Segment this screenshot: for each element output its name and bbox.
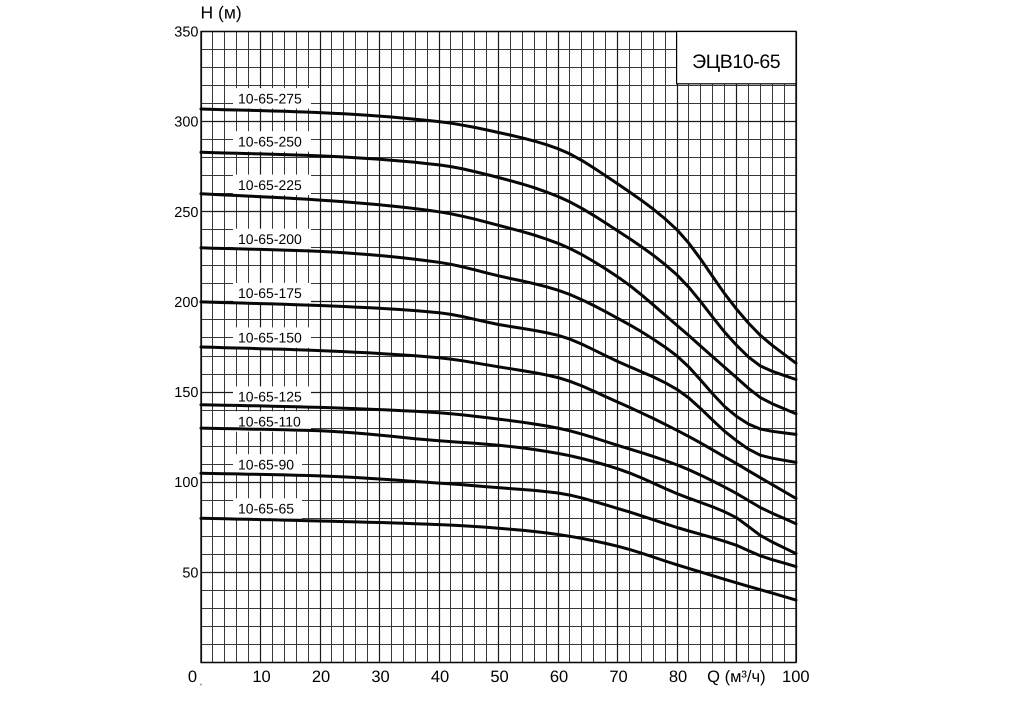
svg-text:10-65-65: 10-65-65 (238, 501, 294, 517)
svg-text:10-65-90: 10-65-90 (238, 456, 294, 472)
svg-text:10-65-110: 10-65-110 (238, 414, 301, 430)
svg-text:ЭЦВ10-65: ЭЦВ10-65 (692, 51, 781, 73)
svg-text:H (м): H (м) (201, 3, 242, 23)
svg-text:Q (м³/ч): Q (м³/ч) (707, 668, 765, 686)
svg-text:200: 200 (174, 295, 198, 311)
svg-text:50: 50 (490, 668, 508, 686)
svg-text:0: 0 (188, 668, 197, 686)
svg-text:70: 70 (609, 668, 627, 686)
svg-text:300: 300 (174, 115, 198, 131)
svg-text:10-65-125: 10-65-125 (238, 389, 302, 405)
svg-text:150: 150 (174, 385, 198, 401)
svg-text:100: 100 (174, 475, 198, 491)
svg-text:30: 30 (371, 668, 389, 686)
svg-text:350: 350 (174, 25, 198, 41)
svg-text:20: 20 (312, 668, 330, 686)
svg-text:10-65-175: 10-65-175 (238, 285, 302, 301)
svg-text:80: 80 (669, 668, 687, 686)
svg-text:10-65-275: 10-65-275 (238, 90, 302, 106)
svg-text:10-65-150: 10-65-150 (238, 330, 302, 346)
svg-text:40: 40 (431, 668, 449, 686)
svg-text:50: 50 (182, 565, 198, 581)
svg-text:250: 250 (174, 205, 198, 221)
svg-text:10-65-225: 10-65-225 (238, 177, 302, 193)
svg-text:100: 100 (782, 668, 810, 686)
svg-text:10-65-250: 10-65-250 (238, 133, 302, 149)
svg-text:60: 60 (550, 668, 568, 686)
svg-text:10-65-200: 10-65-200 (238, 231, 302, 247)
svg-text:10: 10 (252, 668, 270, 686)
